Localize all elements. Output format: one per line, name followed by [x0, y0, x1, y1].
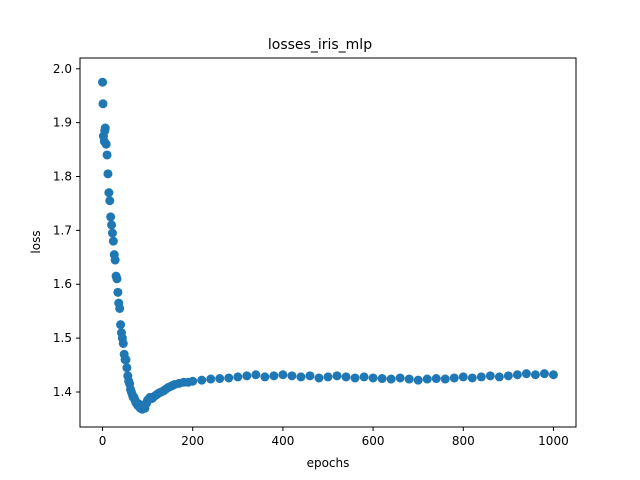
data-point	[260, 372, 270, 382]
data-point	[476, 372, 486, 382]
data-point	[110, 255, 120, 265]
x-axis-label: epochs	[307, 456, 350, 470]
y-tick-label: 1.5	[53, 331, 72, 345]
y-axis-ticks: 1.4 1.5 1.6 1.7 1.8 1.9 2.0	[53, 62, 80, 399]
y-tick-label: 1.6	[53, 277, 72, 291]
data-point	[359, 372, 369, 382]
plot-frame	[79, 57, 577, 428]
data-point	[215, 374, 225, 384]
data-point	[422, 374, 432, 384]
x-tick-label: 0	[99, 434, 107, 448]
data-point	[107, 228, 117, 238]
y-tick-label: 2.0	[53, 62, 72, 76]
data-point	[106, 212, 116, 222]
data-point	[269, 371, 279, 381]
data-point	[102, 150, 112, 160]
data-point	[287, 371, 297, 381]
x-tick-label: 800	[452, 434, 475, 448]
data-point	[197, 375, 207, 385]
data-point	[116, 320, 126, 330]
data-point	[113, 287, 123, 297]
data-point	[368, 373, 378, 383]
data-point	[98, 77, 108, 87]
data-point	[458, 372, 468, 382]
data-point	[485, 371, 495, 381]
data-point	[449, 373, 459, 383]
data-point	[467, 373, 477, 383]
data-point	[521, 369, 531, 379]
data-point	[122, 363, 132, 373]
data-point	[377, 374, 387, 384]
data-point	[206, 374, 216, 384]
data-point	[224, 373, 234, 383]
data-point	[314, 373, 324, 383]
x-tick-label: 400	[271, 434, 294, 448]
data-point	[115, 303, 125, 313]
data-point	[431, 374, 441, 384]
data-point	[332, 371, 342, 381]
data-point	[101, 139, 111, 149]
data-point	[278, 370, 288, 380]
data-point	[413, 375, 423, 385]
data-point	[188, 376, 198, 386]
data-point	[548, 370, 558, 380]
data-point	[494, 372, 504, 382]
data-point	[512, 370, 522, 380]
data-point	[323, 372, 333, 382]
data-point	[98, 99, 108, 109]
data-point	[296, 372, 306, 382]
data-point	[539, 369, 549, 379]
chart-title: losses_iris_mlp	[268, 37, 372, 53]
data-point	[386, 374, 396, 384]
y-tick-label: 1.9	[53, 116, 72, 130]
data-point	[233, 372, 243, 382]
data-points	[98, 77, 558, 414]
data-point	[440, 374, 450, 384]
data-point	[530, 370, 540, 380]
data-point	[404, 374, 414, 384]
y-tick-label: 1.7	[53, 223, 72, 237]
data-point	[104, 188, 114, 198]
x-tick-label: 200	[181, 434, 204, 448]
data-point	[242, 371, 252, 381]
data-point	[251, 370, 261, 380]
data-point	[305, 371, 315, 381]
data-point	[503, 371, 513, 381]
y-tick-label: 1.4	[53, 385, 72, 399]
data-point	[395, 373, 405, 383]
data-point	[121, 355, 131, 365]
data-point	[103, 169, 113, 179]
y-tick-label: 1.8	[53, 170, 72, 184]
data-point	[118, 339, 128, 349]
data-point	[107, 220, 117, 230]
data-point	[350, 373, 360, 383]
data-point	[108, 236, 118, 246]
data-point	[112, 274, 122, 284]
data-point	[100, 123, 110, 133]
x-tick-label: 1000	[538, 434, 569, 448]
y-axis-label: loss	[29, 230, 43, 253]
x-axis-ticks: 0 200 400 600 800 1000	[99, 427, 569, 448]
data-point	[105, 196, 115, 206]
data-point	[341, 372, 351, 382]
x-tick-label: 600	[362, 434, 385, 448]
